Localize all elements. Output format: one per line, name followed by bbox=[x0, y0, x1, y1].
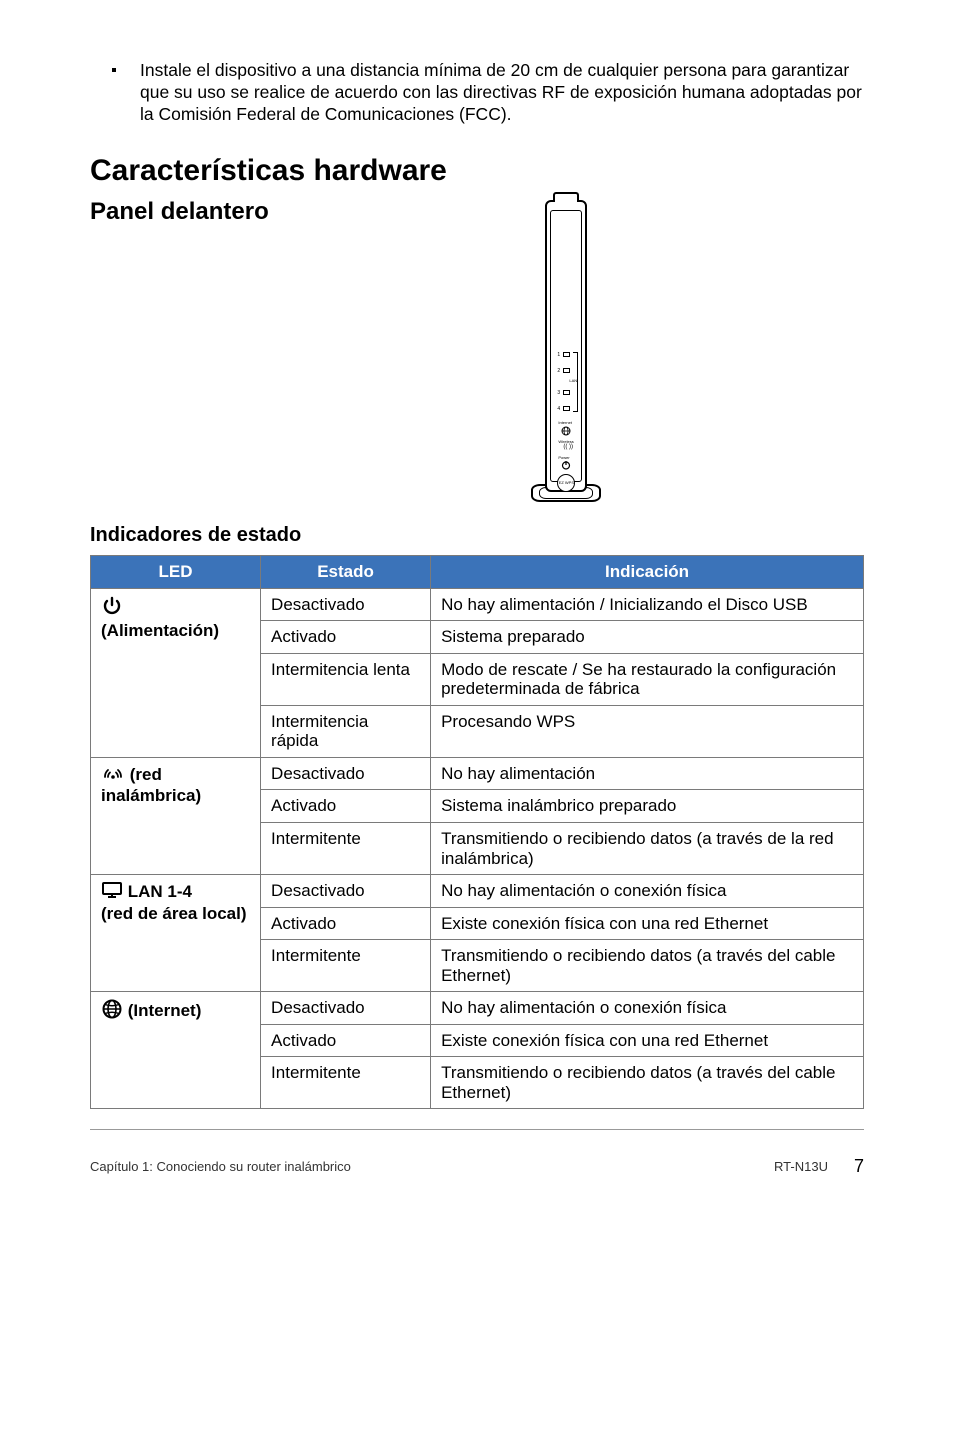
table-cell: Intermitente bbox=[261, 823, 431, 875]
table-cell: Intermitencia lenta bbox=[261, 653, 431, 705]
footer-model: RT-N13U bbox=[774, 1159, 828, 1174]
table-cell: No hay alimentación / Inicializando el D… bbox=[431, 588, 864, 621]
wireless-icon bbox=[101, 764, 125, 787]
table-cell: Activado bbox=[261, 621, 431, 654]
bullet-item: Instale el dispositivo a una distancia m… bbox=[90, 60, 864, 126]
page-footer: Capítulo 1: Conociendo su router inalámb… bbox=[90, 1156, 864, 1177]
power-icon bbox=[101, 595, 123, 622]
table-cell: Desactivado bbox=[261, 992, 431, 1025]
led-wireless-label-b: inalámbrica) bbox=[101, 786, 201, 805]
table-cell: Intermitente bbox=[261, 940, 431, 992]
internet-icon bbox=[561, 426, 571, 438]
led-status-table: LED Estado Indicación (Alimentación) Des… bbox=[90, 555, 864, 1110]
table-cell: No hay alimentación o conexión física bbox=[431, 875, 864, 908]
table-cell: Existe conexión física con una red Ether… bbox=[431, 1024, 864, 1057]
table-cell: Transmitiendo o recibiendo datos (a trav… bbox=[431, 1057, 864, 1109]
table-cell: Desactivado bbox=[261, 757, 431, 790]
monitor-icon bbox=[101, 881, 123, 904]
led-power-label: (Alimentación) bbox=[101, 621, 219, 640]
table-cell: Activado bbox=[261, 790, 431, 823]
led-lan-label-b: (red de área local) bbox=[101, 904, 247, 923]
table-cell: Intermitente bbox=[261, 1057, 431, 1109]
table-cell: Activado bbox=[261, 907, 431, 940]
led-power-cell: (Alimentación) bbox=[91, 588, 261, 757]
indicators-title: Indicadores de estado bbox=[90, 524, 864, 547]
col-estado: Estado bbox=[261, 555, 431, 588]
led-internet-label: (Internet) bbox=[123, 1001, 201, 1020]
col-indicacion: Indicación bbox=[431, 555, 864, 588]
wireless-icon: (( )) bbox=[563, 444, 573, 450]
table-cell: Activado bbox=[261, 1024, 431, 1057]
footer-chapter: Capítulo 1: Conociendo su router inalámb… bbox=[90, 1159, 351, 1174]
bullet-text: Instale el dispositivo a una distancia m… bbox=[140, 60, 864, 126]
bullet-dot bbox=[112, 68, 116, 72]
table-cell: Sistema preparado bbox=[431, 621, 864, 654]
table-cell: No hay alimentación bbox=[431, 757, 864, 790]
table-cell: Sistema inalámbrico preparado bbox=[431, 790, 864, 823]
table-cell: No hay alimentación o conexión física bbox=[431, 992, 864, 1025]
led-internet-cell: (Internet) bbox=[91, 992, 261, 1109]
table-cell: Modo de rescate / Se ha restaurado la co… bbox=[431, 653, 864, 705]
table-cell: Transmitiendo o recibiendo datos (a trav… bbox=[431, 940, 864, 992]
col-led: LED bbox=[91, 555, 261, 588]
power-icon bbox=[561, 460, 571, 472]
led-wireless-cell: (red inalámbrica) bbox=[91, 757, 261, 874]
globe-icon bbox=[101, 998, 123, 1025]
led-lan-cell: LAN 1-4 (red de área local) bbox=[91, 875, 261, 992]
device-illustration: 1 2 3 4 LAN Internet Wireless (( )) Powe… bbox=[531, 192, 601, 502]
table-cell: Existe conexión física con una red Ether… bbox=[431, 907, 864, 940]
led-wireless-label-a: (red bbox=[125, 765, 162, 784]
table-cell: Intermitencia rápida bbox=[261, 705, 431, 757]
table-cell: Transmitiendo o recibiendo datos (a trav… bbox=[431, 823, 864, 875]
panel-subtitle: Panel delantero bbox=[90, 198, 269, 226]
table-cell: Desactivado bbox=[261, 875, 431, 908]
section-title: Características hardware bbox=[90, 154, 864, 188]
led-lan-label-a: LAN 1-4 bbox=[123, 882, 192, 901]
page-number: 7 bbox=[854, 1156, 864, 1177]
wps-button: EZ WPS bbox=[557, 474, 575, 492]
table-cell: Procesando WPS bbox=[431, 705, 864, 757]
table-cell: Desactivado bbox=[261, 588, 431, 621]
